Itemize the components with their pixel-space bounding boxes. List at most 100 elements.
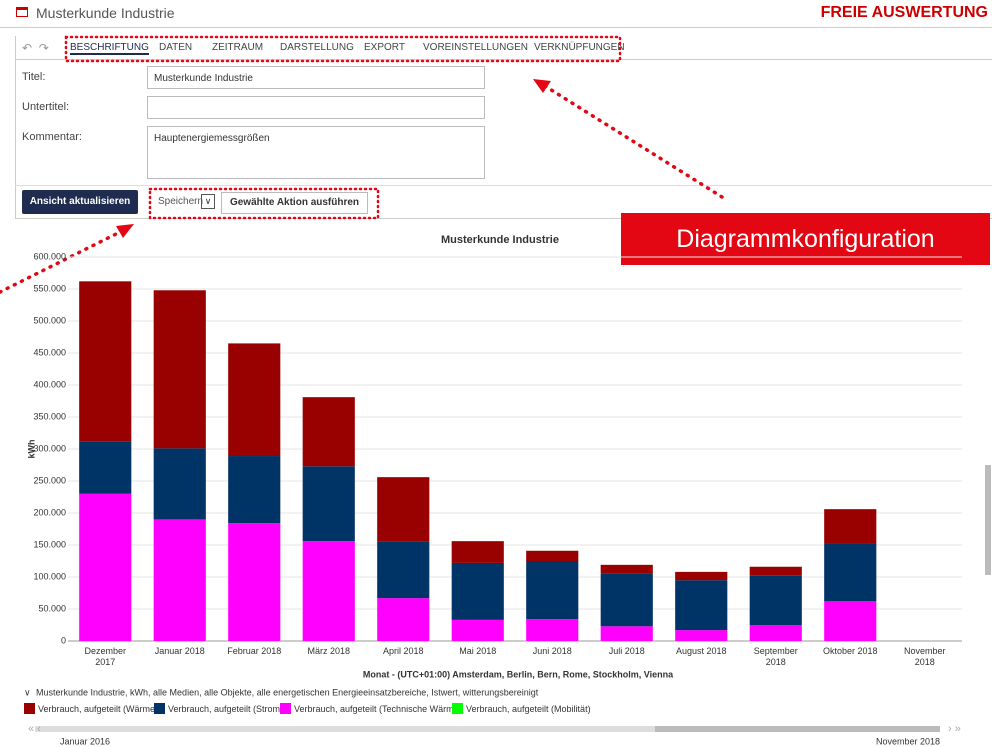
callout-arrow xyxy=(543,84,724,199)
bar xyxy=(79,493,132,641)
x-tick-label: Oktober 2018 xyxy=(822,646,878,656)
field-input[interactable] xyxy=(147,96,485,119)
bar xyxy=(302,541,355,641)
arrow-head xyxy=(116,224,134,238)
tab[interactable]: DARSTELLUNG xyxy=(280,42,354,53)
bar xyxy=(228,456,281,524)
tab[interactable]: BESCHRIFTUNG xyxy=(70,42,149,55)
bar xyxy=(377,598,430,641)
x-tick-label: Mai 2018 xyxy=(459,646,497,656)
y-axis-title: kWh xyxy=(26,440,36,459)
bar xyxy=(824,509,877,544)
range-start: Januar 2016 xyxy=(60,736,110,746)
legend-swatch xyxy=(280,703,291,714)
bar xyxy=(526,619,579,641)
x-tick-label: April 2018 xyxy=(382,646,424,656)
y-tick-label: 400.000 xyxy=(33,379,66,389)
form-divider xyxy=(15,185,992,186)
page-badge: FREIE AUSWERTUNG xyxy=(820,4,988,21)
x-tick-label: Januar 2018 xyxy=(154,646,205,656)
undo[interactable]: ↶ ↷ xyxy=(22,41,49,55)
x-tick-label: August 2018 xyxy=(675,646,727,656)
bar xyxy=(675,580,728,631)
y-tick-label: 550.000 xyxy=(33,283,66,293)
bar xyxy=(377,541,430,599)
legend-label: Verbrauch, aufgeteilt (Strom) xyxy=(168,703,284,714)
arrow-head xyxy=(533,79,551,93)
page-scrollbar[interactable] xyxy=(985,465,991,575)
legend-item[interactable]: Verbrauch, aufgeteilt (Mobilität) xyxy=(452,703,591,714)
y-tick-label: 350.000 xyxy=(33,411,66,421)
y-tick-label: 300.000 xyxy=(33,443,66,453)
field-input[interactable]: Hauptenergiemessgrößen xyxy=(147,126,485,179)
y-tick-label: 200.000 xyxy=(33,507,66,517)
page-title: Musterkunde Industrie xyxy=(36,5,175,21)
legend-label: Verbrauch, aufgeteilt (Technische Wärme) xyxy=(294,703,462,714)
legend-item[interactable]: Verbrauch, aufgeteilt (Wärme) xyxy=(24,703,158,714)
folder-icon xyxy=(16,7,28,17)
legend-toggle[interactable]: ∨ xyxy=(24,687,31,697)
legend-label: Verbrauch, aufgeteilt (Wärme) xyxy=(38,703,159,714)
y-tick-label: 150.000 xyxy=(33,539,66,549)
tab[interactable]: EXPORT xyxy=(364,42,405,53)
callout-arrow xyxy=(0,229,124,294)
x-tick-label: Februar 2018 xyxy=(227,646,282,656)
bar xyxy=(600,626,653,641)
bar xyxy=(600,573,653,627)
field-label: Untertitel: xyxy=(22,101,70,113)
tab[interactable]: VERKNÜPFUNGEN xyxy=(534,42,625,53)
bar xyxy=(451,619,504,641)
bar xyxy=(228,523,281,641)
bar xyxy=(824,543,877,602)
tabs-highlight xyxy=(64,35,622,63)
x-tick-label: November 2018 xyxy=(903,646,946,667)
update-button[interactable]: Ansicht aktualisieren xyxy=(22,190,138,214)
tab[interactable]: ZEITRAUM xyxy=(212,42,264,53)
y-tick-label: 0 xyxy=(61,635,66,645)
y-tick-label: 250.000 xyxy=(33,475,66,485)
bar xyxy=(377,477,430,542)
x-tick-label: Dezember 2017 xyxy=(84,646,126,667)
callout: Diagrammkonfiguration xyxy=(621,213,990,265)
tab[interactable]: DATEN xyxy=(159,42,193,53)
bar xyxy=(600,564,653,574)
bar xyxy=(824,601,877,641)
legend-swatch xyxy=(24,703,35,714)
x-tick-label: Juli 2018 xyxy=(608,646,645,656)
bar xyxy=(228,343,281,457)
x-axis-title: Monat - (UTC+01:00) Amsterdam, Berlin, B… xyxy=(363,669,674,679)
x-tick-label: September 2018 xyxy=(753,646,798,667)
legend-label: Verbrauch, aufgeteilt (Mobilität) xyxy=(466,703,591,714)
tab[interactable]: VOREINSTELLUNGEN xyxy=(423,42,529,53)
legend-item[interactable]: Verbrauch, aufgeteilt (Technische Wärme) xyxy=(280,703,462,714)
bar xyxy=(153,448,206,520)
range-next[interactable]: › » xyxy=(948,723,961,735)
tab-divider xyxy=(15,59,992,60)
bar xyxy=(675,571,728,581)
legend-caption: Musterkunde Industrie, kWh, alle Medien,… xyxy=(36,687,539,697)
select-arrow[interactable]: ∨ xyxy=(201,194,215,209)
range-prev[interactable]: « ‹ xyxy=(28,723,41,735)
legend-item[interactable]: Verbrauch, aufgeteilt (Strom) xyxy=(154,703,283,714)
bar xyxy=(526,550,579,561)
y-tick-label: 100.000 xyxy=(33,571,66,581)
y-tick-label: 500.000 xyxy=(33,315,66,325)
bar xyxy=(153,519,206,641)
bar xyxy=(526,561,579,620)
config-panel xyxy=(15,36,992,219)
field-label: Titel: xyxy=(22,71,46,83)
y-tick-label: 600.000 xyxy=(33,251,66,261)
field-label: Kommentar: xyxy=(22,131,82,143)
x-tick-label: März 2018 xyxy=(307,646,351,656)
header-divider xyxy=(0,27,992,28)
bar xyxy=(749,575,802,625)
x-tick-label: Juni 2018 xyxy=(532,646,572,656)
bar xyxy=(153,290,206,449)
field-input[interactable]: Musterkunde Industrie xyxy=(147,66,485,89)
bar xyxy=(749,566,802,576)
action-select[interactable]: Speichern xyxy=(158,196,204,207)
y-tick-label: 450.000 xyxy=(33,347,66,357)
action-button[interactable]: Gewählte Aktion ausführen xyxy=(221,192,368,214)
